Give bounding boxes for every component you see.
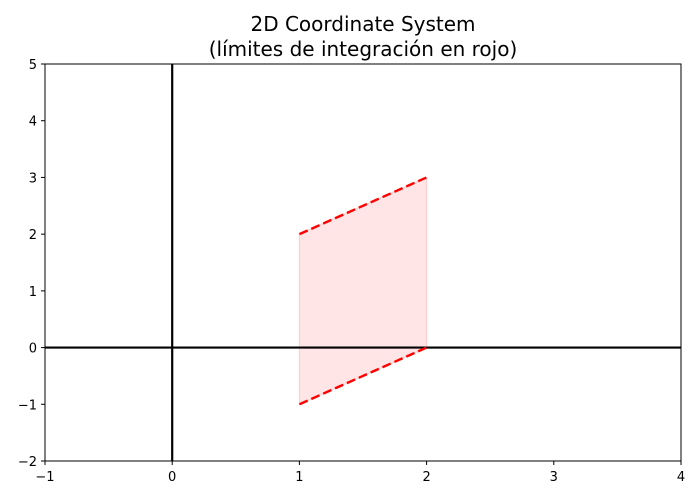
integration-region-fill [298,176,428,406]
x-tick-label: −1 [35,470,54,485]
plot-frame [44,63,682,462]
chart-title: 2D Coordinate System [250,12,475,36]
y-tick-label: 1 [29,285,37,300]
y-tick-label: 5 [29,58,37,73]
y-tick-label: 0 [29,342,37,357]
x-tick-label: 3 [550,470,558,485]
x-tick-label: 0 [168,470,176,485]
y-tick-label: 2 [29,228,37,243]
lower-limit-line [298,346,428,406]
upper-limit-line [298,176,428,236]
chart-subtitle: (límites de integración en rojo) [209,37,518,61]
x-tick-label: 1 [295,470,303,485]
x-tick-label: 4 [677,470,685,485]
y-tick-label: −2 [18,455,37,470]
x-tick-label: 2 [422,470,430,485]
y-tick-label: 4 [29,115,37,130]
y-tick-label: 3 [29,171,37,186]
y-tick-label: −1 [18,398,37,413]
